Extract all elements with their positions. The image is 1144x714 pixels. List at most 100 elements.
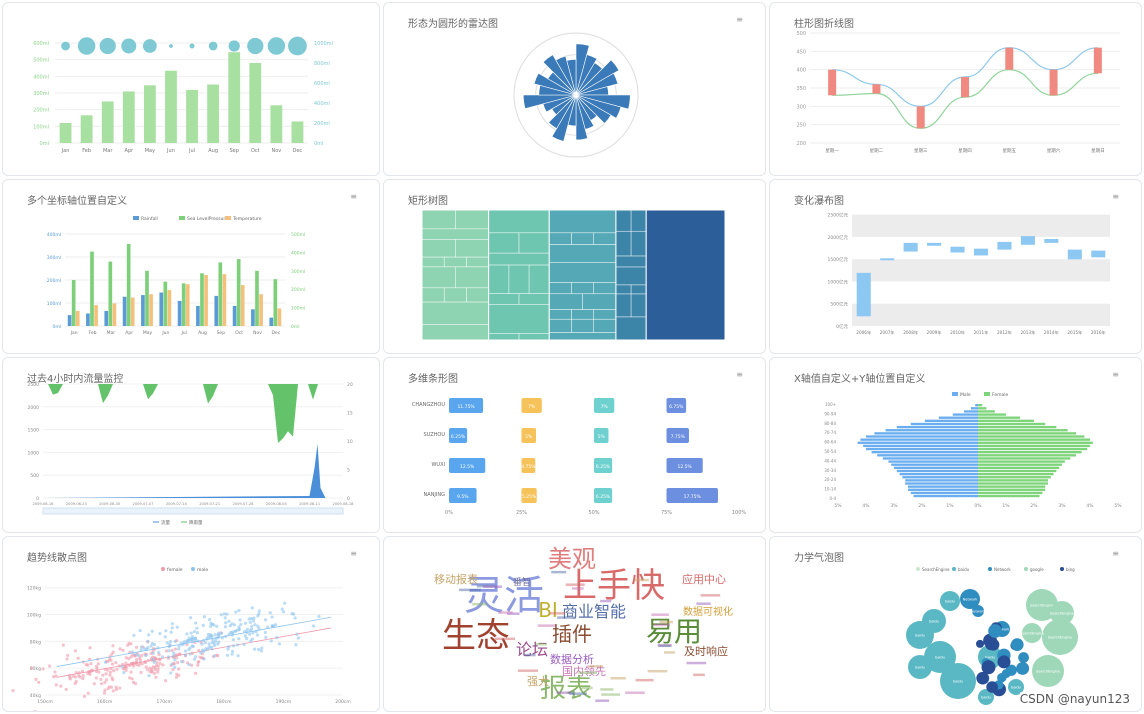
chart-title: X轴值自定义+Y轴位置自定义 <box>794 374 926 385</box>
bubble-node <box>976 671 989 685</box>
data-point <box>11 689 15 693</box>
x-tick-label: Jul <box>188 148 195 154</box>
data-point <box>177 644 181 648</box>
bubble <box>77 37 96 55</box>
data-point <box>124 661 128 665</box>
bubble-node <box>924 641 956 673</box>
data-point <box>156 670 160 674</box>
data-label: 12.5% <box>460 464 475 470</box>
data-point <box>164 649 169 653</box>
y-tick-label: 0ml <box>53 324 62 330</box>
chart-panel-1: 0ml 100ml 200ml 300ml 400ml 500ml 600ml 0ml 200m… <box>2 2 380 176</box>
chart-panel-3: 柱形图折线图 200 250 300 350 400 450 500 星期一 星期二 星期三 星期四 星… <box>769 2 1142 176</box>
bar <box>200 273 204 326</box>
y-tick-label: 0 <box>36 496 39 502</box>
small-word <box>472 602 487 606</box>
data-point <box>260 646 264 650</box>
small-word <box>459 588 481 592</box>
menu-icon[interactable]: ≡ <box>736 15 743 24</box>
chart-svg: 0ml 100ml 200ml 300ml 400ml 500ml 600ml 0ml 200m… <box>33 36 333 154</box>
y-tick-label: 500 <box>796 31 806 37</box>
menu-icon[interactable]: ≡ <box>1112 370 1119 379</box>
bar <box>273 279 278 326</box>
bar <box>218 262 223 326</box>
y-right-tick-label: 800ml <box>314 61 330 67</box>
bubble-node <box>1050 601 1074 625</box>
data-point <box>243 621 248 625</box>
data-point <box>239 622 243 627</box>
x-tick-label: Aug <box>198 330 207 336</box>
x-tick-label: 2009年 <box>927 329 942 336</box>
data-point <box>129 670 133 674</box>
x-tick-label: Feb <box>89 330 97 336</box>
data-point <box>127 676 132 680</box>
bubble-node <box>1042 619 1078 655</box>
menu-icon[interactable]: ≡ <box>350 192 357 201</box>
bar-female <box>978 441 1093 444</box>
legend-swatch <box>191 567 195 571</box>
bar <box>80 115 93 143</box>
x-tick-label: May <box>143 330 153 336</box>
data-point <box>200 642 204 646</box>
x-tick-label: 2012年 <box>997 329 1012 336</box>
bubble <box>61 41 70 51</box>
bar <box>1091 250 1106 258</box>
data-point <box>295 632 299 636</box>
band <box>852 214 1110 237</box>
data-point <box>187 647 191 652</box>
x-tick-label: Aug <box>208 148 218 154</box>
bar <box>997 241 1012 250</box>
word: 生态 <box>442 616 510 656</box>
data-point <box>175 625 179 629</box>
menu-icon[interactable]: ≡ <box>350 549 357 558</box>
bar <box>1044 239 1059 243</box>
x-tick-label: 星期二 <box>870 148 884 154</box>
data-point <box>106 687 110 691</box>
chart-panel-7: 过去4小时内流量监控 0 500 1000 1500 2000 2500 0 5 10 15 20 20… <box>2 357 380 533</box>
range-bar <box>828 69 837 96</box>
data-point <box>110 662 115 666</box>
legend-swatch <box>952 392 958 396</box>
bar <box>521 458 536 473</box>
chart-svg: SearchEngine baidu Network google bing Search… <box>906 567 1078 705</box>
bar <box>71 280 76 326</box>
bar-female <box>978 435 1085 438</box>
x-tick-label: 2009-08-11 <box>299 502 320 506</box>
data-point <box>151 657 155 662</box>
y-tick-label: 2000 <box>28 405 40 411</box>
data-point <box>161 663 165 667</box>
menu-icon[interactable]: ≡ <box>1112 549 1119 558</box>
bubble-node <box>1018 652 1029 663</box>
data-point <box>252 616 256 620</box>
small-word <box>578 671 598 674</box>
band <box>852 259 1110 282</box>
chart-title: 多维条形图 <box>408 374 458 385</box>
bar <box>75 310 80 326</box>
data-point <box>68 677 72 681</box>
y-tick-label: 350 <box>796 86 806 92</box>
bar <box>122 296 127 326</box>
legend-label: SearchEngine <box>922 567 950 572</box>
bar <box>1067 249 1082 260</box>
small-word <box>498 611 513 614</box>
data-point <box>157 650 161 654</box>
menu-icon[interactable]: ≡ <box>1112 192 1119 201</box>
menu-icon[interactable]: ≡ <box>736 370 743 379</box>
data-point <box>296 636 301 640</box>
data-point <box>263 630 267 635</box>
x-tick-label: Jul <box>180 330 186 336</box>
data-point <box>95 666 99 671</box>
bar-male <box>860 438 978 441</box>
data-point <box>188 652 192 656</box>
data-point <box>130 677 134 681</box>
data-label: 7.75% <box>671 434 686 440</box>
bubble-node <box>960 589 980 609</box>
data-point <box>237 627 242 631</box>
x-tick-label: Jan <box>70 330 78 336</box>
data-point <box>29 666 34 670</box>
data-point <box>189 616 193 620</box>
y-tick-label: 120kg <box>27 586 41 592</box>
data-point <box>148 669 152 674</box>
treemap-group <box>488 209 550 341</box>
data-point <box>139 648 143 652</box>
